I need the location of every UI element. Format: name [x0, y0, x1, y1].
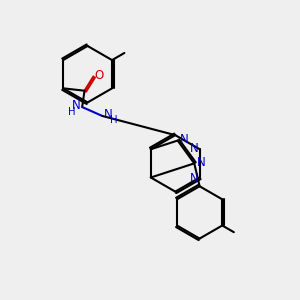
Text: N: N [189, 142, 198, 155]
Text: O: O [94, 69, 104, 82]
Text: H: H [68, 107, 76, 117]
Text: H: H [110, 115, 117, 125]
Text: N: N [104, 108, 113, 121]
Text: N: N [196, 156, 205, 169]
Text: N: N [71, 99, 80, 112]
Text: N: N [180, 134, 189, 146]
Text: N: N [189, 172, 198, 184]
